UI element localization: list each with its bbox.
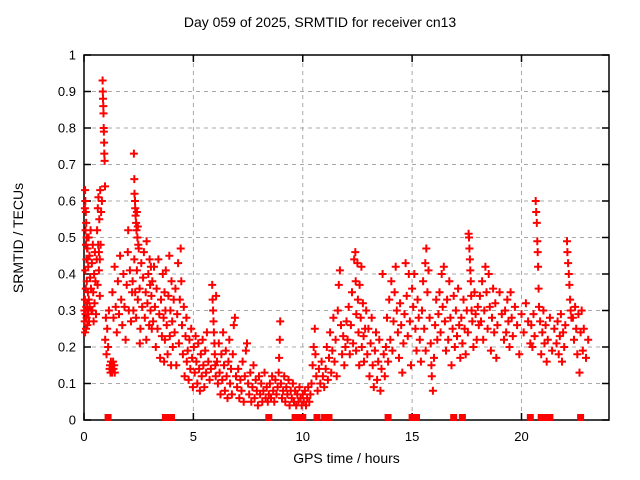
y-axis-label: SRMTID / TECUs [10,182,26,294]
x-tick-label: 5 [190,429,197,444]
y-tick-label: 0.7 [58,157,76,172]
y-tick-label: 0.5 [58,230,76,245]
y-tick-label: 0.1 [58,376,76,391]
y-tick-label: 0.3 [58,303,76,318]
y-tick-label: 0 [69,413,76,428]
y-tick-label: 0.2 [58,340,76,355]
chart-title: Day 059 of 2025, SRMTID for receiver cn1… [183,14,457,30]
x-tick-label: 15 [405,429,419,444]
x-tick-label: 20 [514,429,528,444]
y-tick-label: 0.6 [58,194,76,209]
x-axis-label: GPS time / hours [293,450,400,466]
y-tick-label: 1 [69,48,76,63]
y-tick-label: 0.9 [58,84,76,99]
y-tick-label: 0.4 [58,267,76,282]
x-tick-label: 0 [80,429,87,444]
y-tick-label: 0.8 [58,121,76,136]
scatter-points [80,76,593,410]
x-tick-label: 10 [296,429,310,444]
zero-markers [104,414,585,421]
